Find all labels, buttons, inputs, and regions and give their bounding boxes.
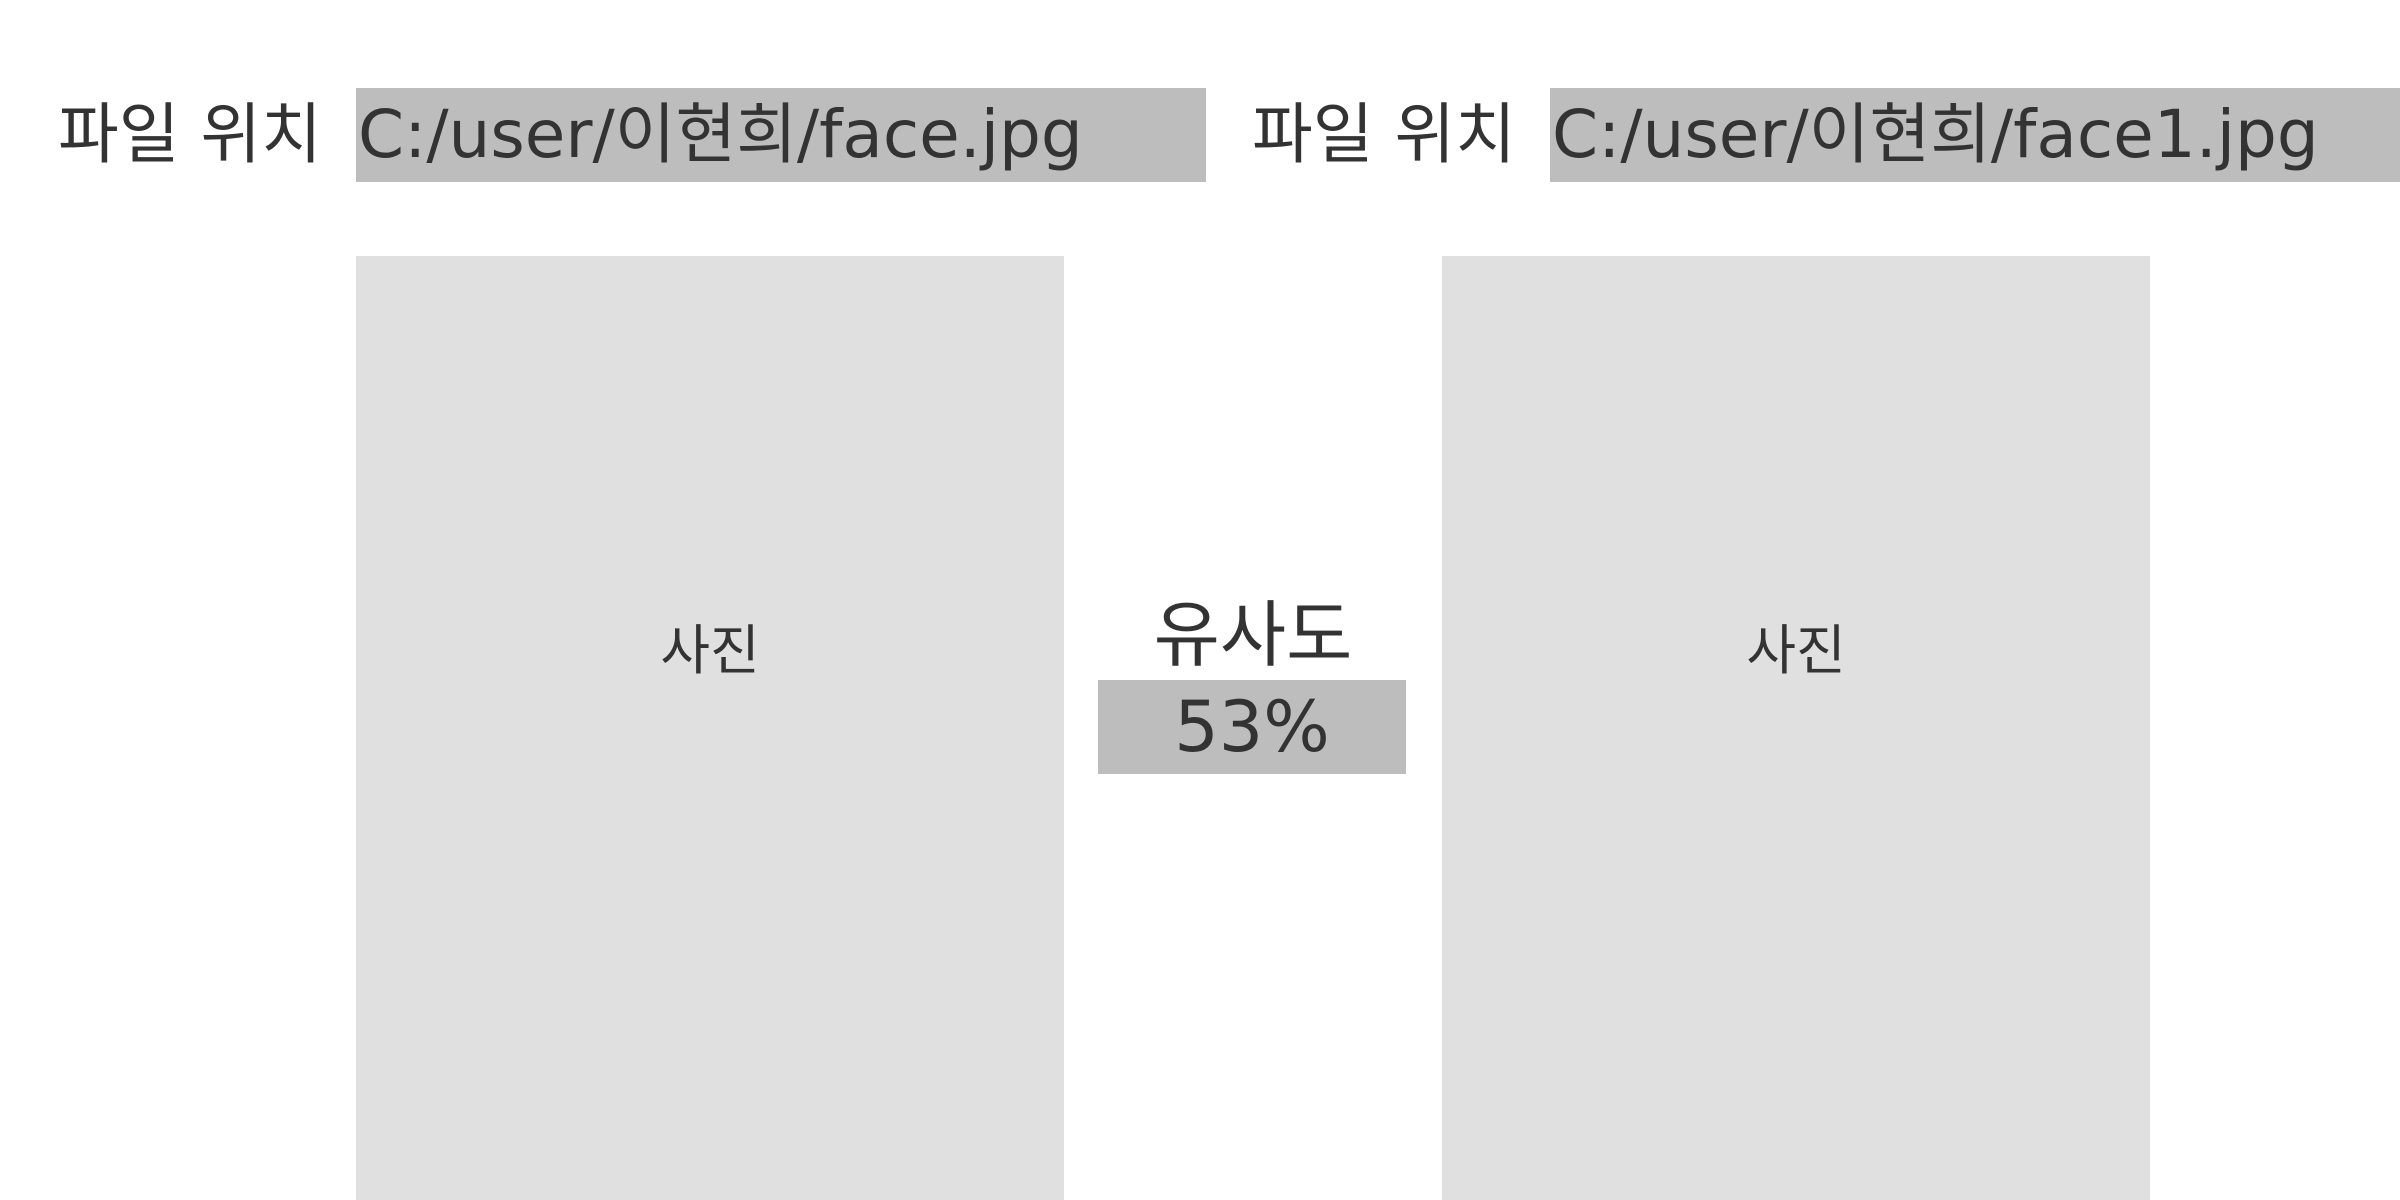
left-photo-label: 사진 [660,619,760,682]
similarity-value: 53% [1098,680,1406,774]
left-photo-panel: 사진 [356,256,1064,1200]
right-file-path-field[interactable]: C:/user/이현희/face1.jpg [1550,88,2400,182]
left-file-path-field[interactable]: C:/user/이현희/face.jpg [356,88,1206,182]
left-file-location-label: 파일 위치 [58,96,322,173]
right-file-location-label: 파일 위치 [1252,96,1516,173]
right-photo-panel: 사진 [1442,256,2150,1200]
similarity-title: 유사도 [1153,593,1353,677]
right-photo-label: 사진 [1746,619,1846,682]
